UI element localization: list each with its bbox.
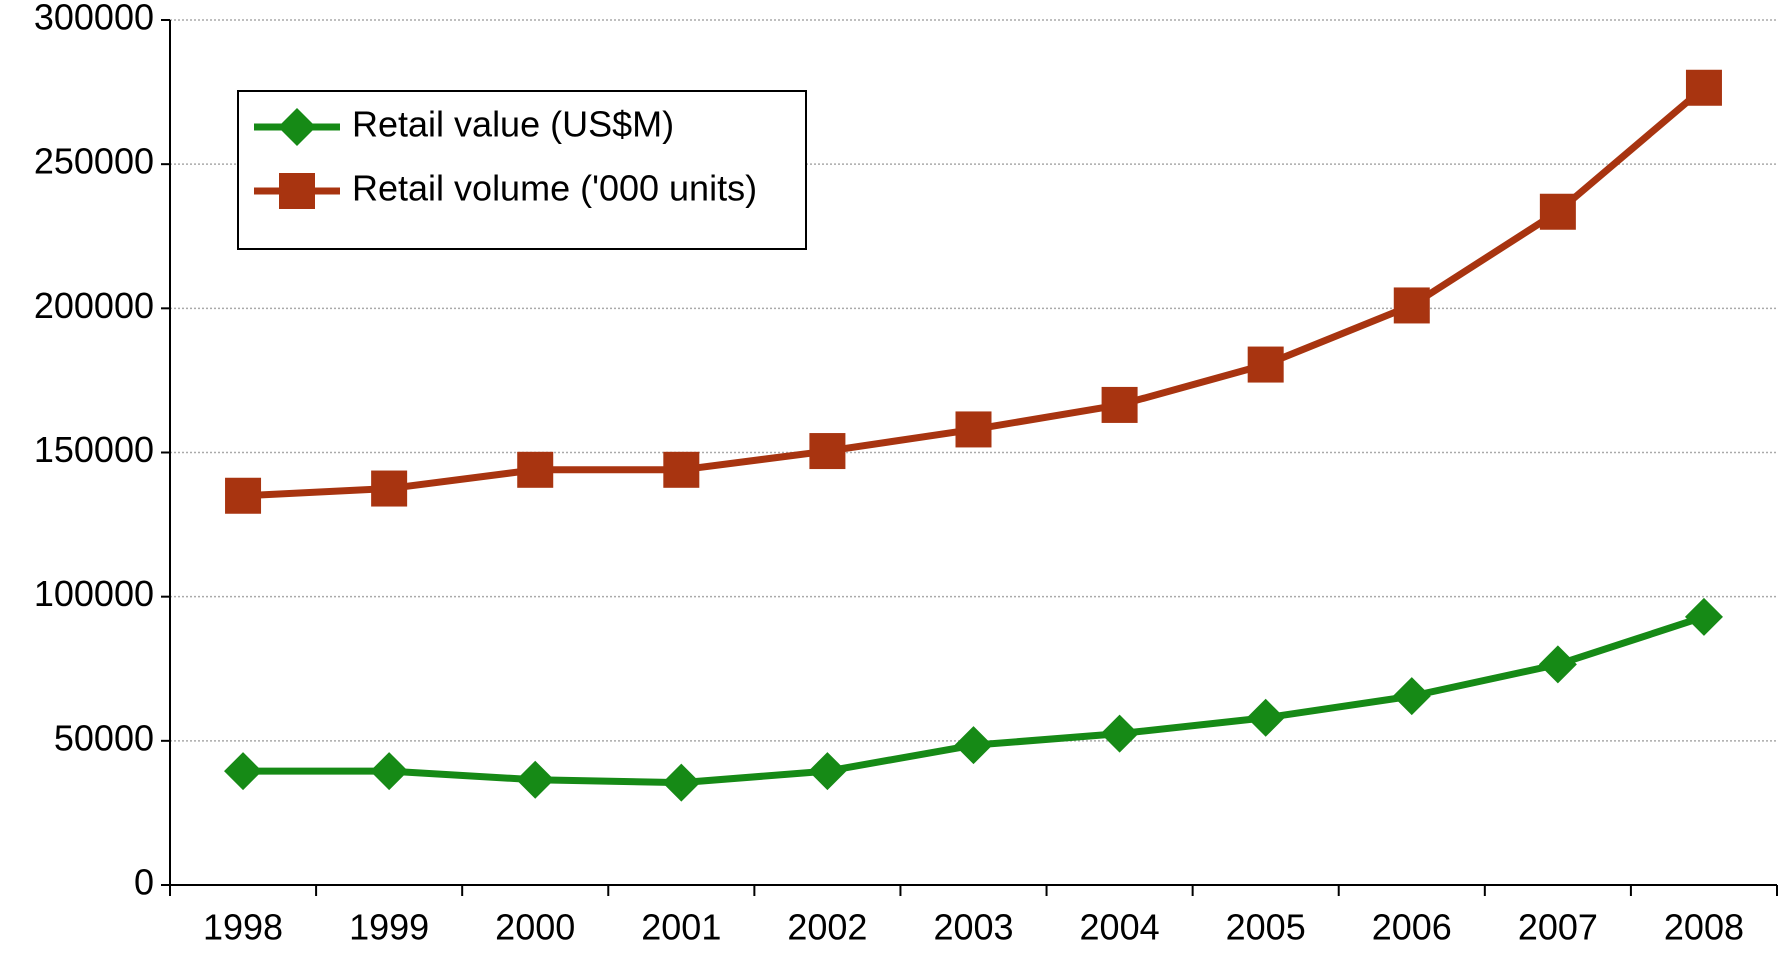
- data-point: [1538, 645, 1577, 684]
- data-point: [662, 763, 701, 802]
- y-tick-label: 0: [134, 862, 154, 903]
- legend-label: Retail volume ('000 units): [352, 168, 757, 209]
- legend-marker: [279, 173, 315, 209]
- data-point: [370, 752, 409, 791]
- legend-label: Retail value (US$M): [352, 104, 674, 145]
- x-tick-label: 2001: [641, 907, 721, 948]
- y-tick-label: 100000: [34, 573, 154, 614]
- data-point: [1684, 597, 1723, 636]
- x-tick-label: 2007: [1518, 907, 1598, 948]
- data-point: [224, 752, 263, 791]
- data-point: [663, 451, 700, 488]
- data-point: [808, 752, 847, 791]
- data-point: [1539, 193, 1576, 230]
- data-point: [954, 726, 993, 765]
- data-point: [517, 451, 554, 488]
- x-tick-label: 1998: [203, 907, 283, 948]
- y-tick-label: 50000: [54, 717, 154, 758]
- y-tick-label: 200000: [34, 285, 154, 326]
- data-point: [955, 411, 992, 448]
- data-point: [1101, 386, 1138, 423]
- x-tick-label: 2008: [1664, 907, 1744, 948]
- y-tick-label: 150000: [34, 429, 154, 470]
- data-point: [1393, 287, 1430, 324]
- data-point: [1100, 714, 1139, 753]
- data-point: [1392, 677, 1431, 716]
- x-tick-label: 2003: [933, 907, 1013, 948]
- data-point: [1246, 698, 1285, 737]
- y-tick-label: 300000: [34, 0, 154, 38]
- x-tick-label: 2002: [787, 907, 867, 948]
- data-point: [516, 760, 555, 799]
- data-point: [809, 433, 846, 470]
- data-point: [371, 470, 408, 507]
- data-point: [225, 477, 262, 514]
- legend-marker: [278, 108, 316, 146]
- x-tick-label: 2004: [1080, 907, 1160, 948]
- data-point: [1247, 346, 1284, 383]
- y-tick-label: 250000: [34, 141, 154, 182]
- legend-box: [237, 90, 807, 250]
- x-tick-label: 2006: [1372, 907, 1452, 948]
- x-tick-label: 1999: [349, 907, 429, 948]
- data-point: [1685, 69, 1722, 106]
- x-tick-label: 2000: [495, 907, 575, 948]
- x-tick-label: 2005: [1226, 907, 1306, 948]
